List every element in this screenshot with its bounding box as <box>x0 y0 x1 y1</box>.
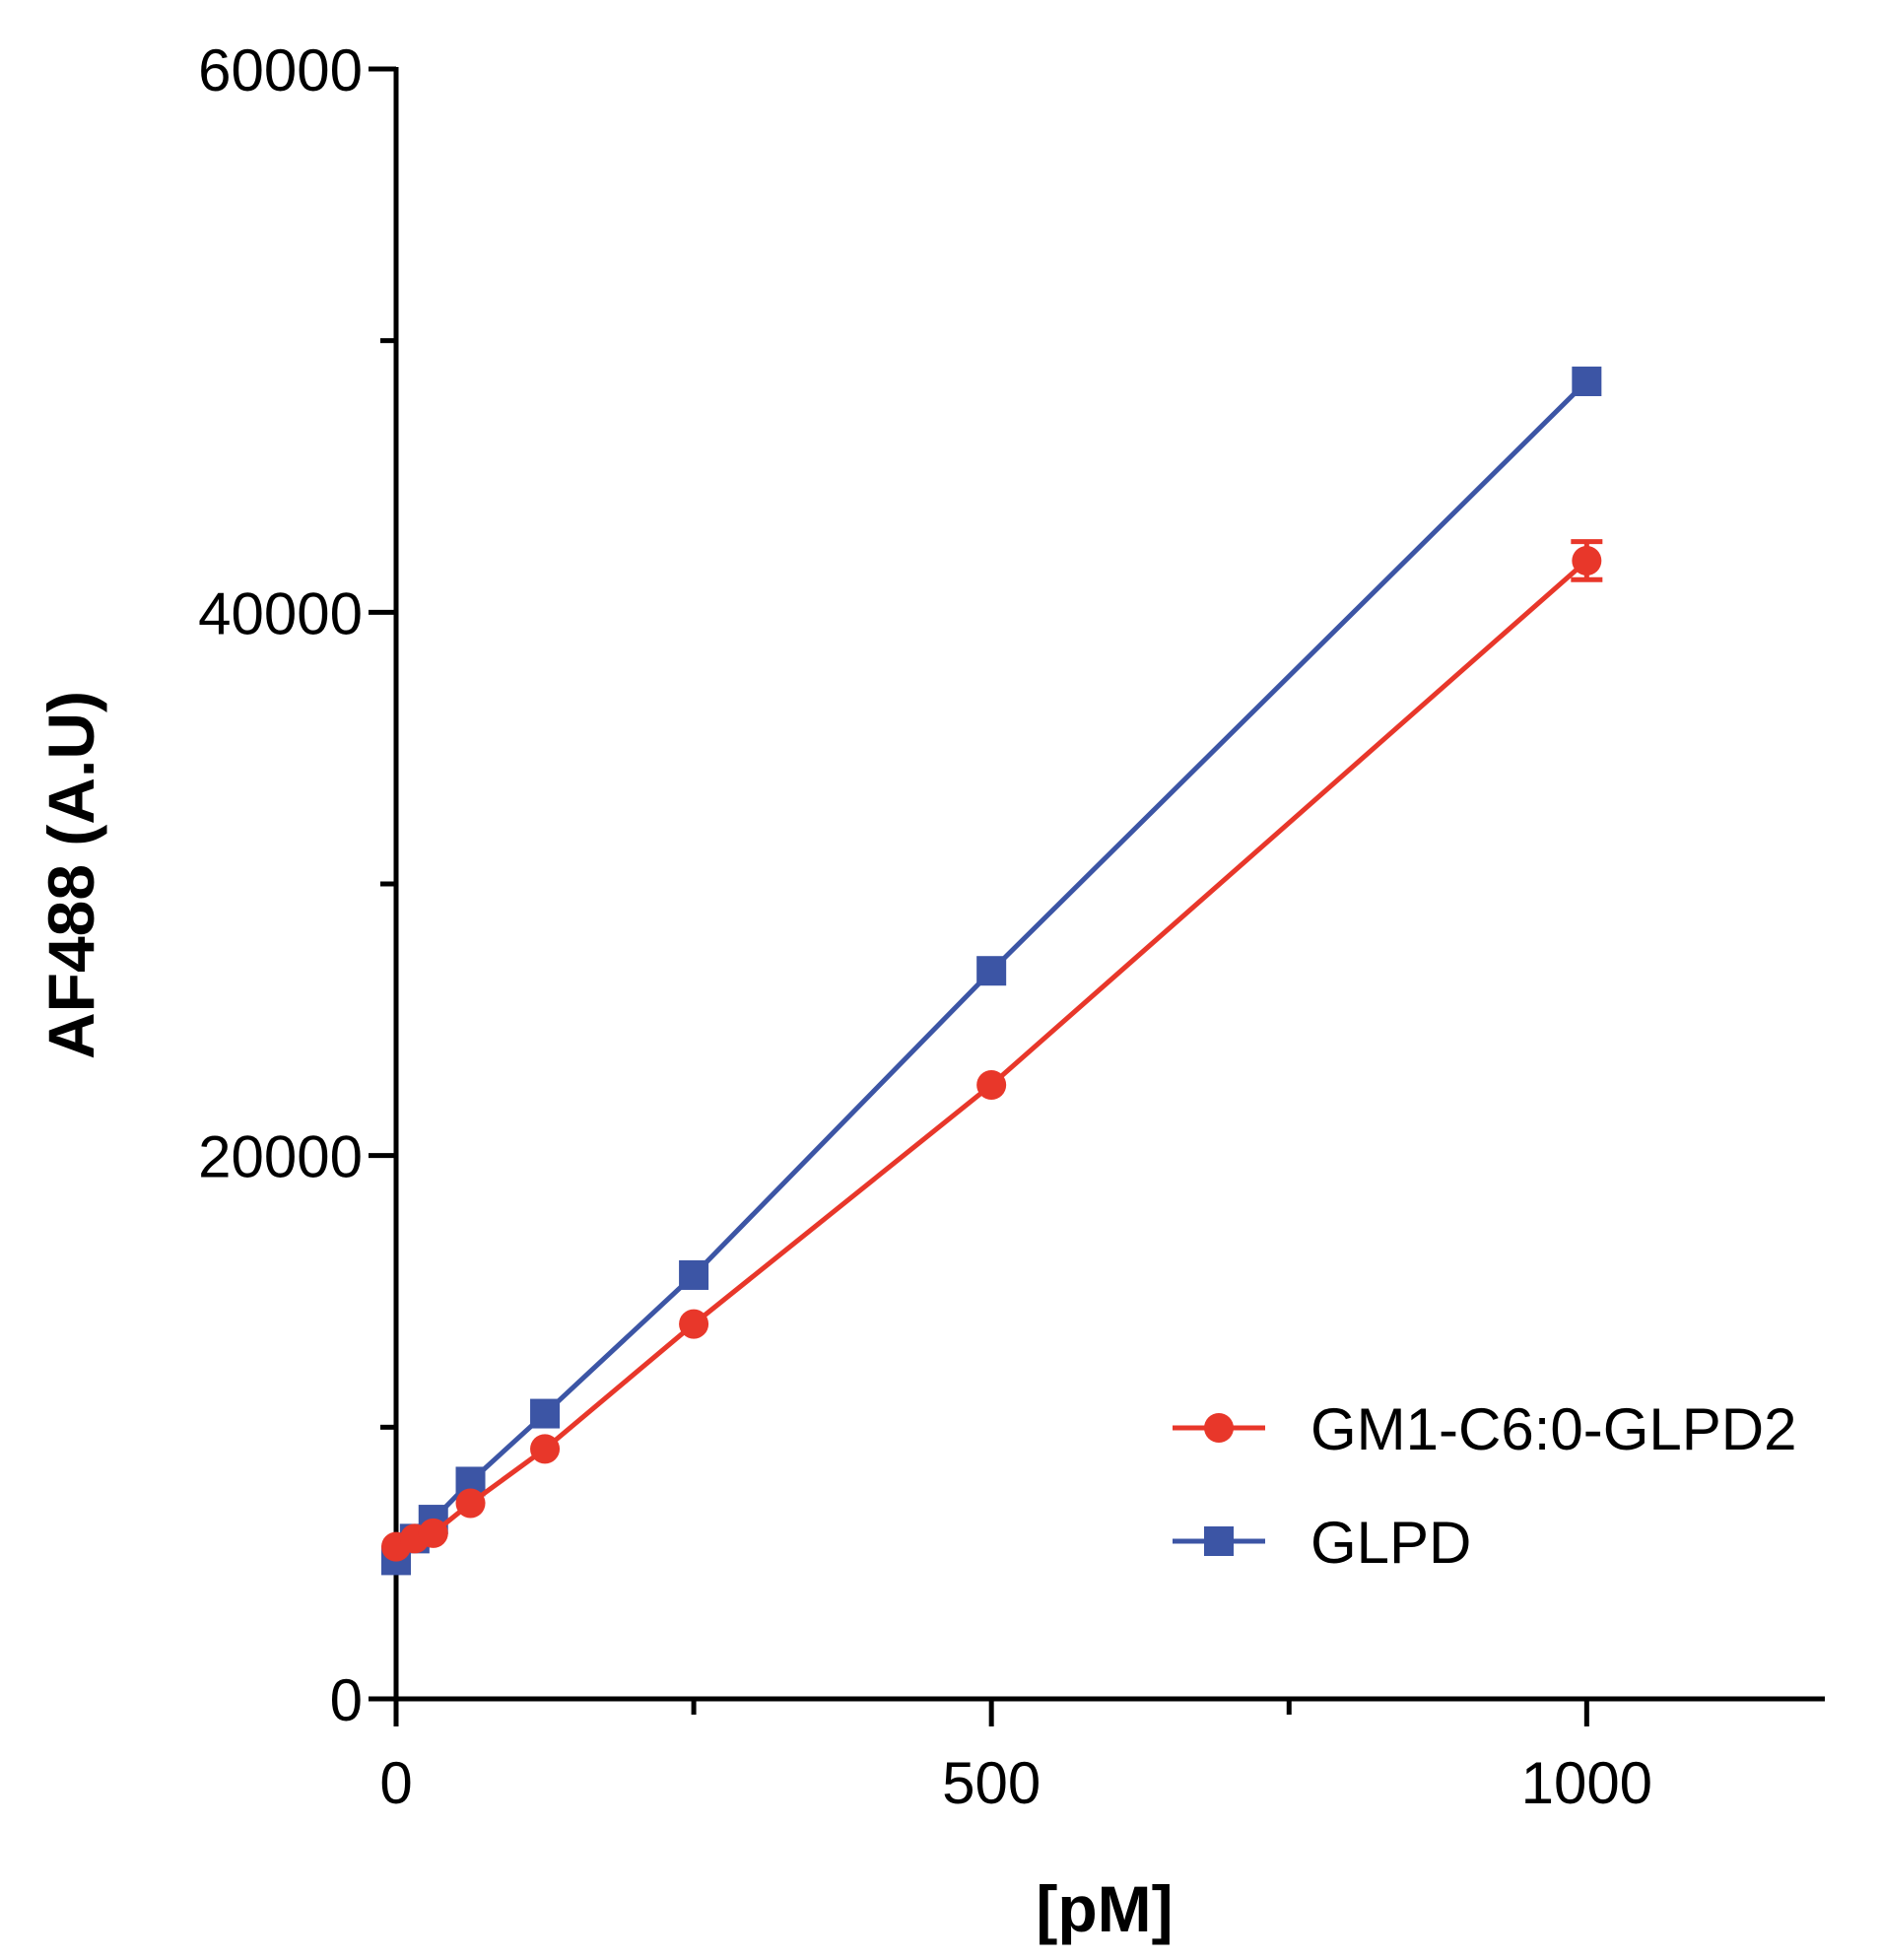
legend-label: GLPD <box>1310 1510 1471 1576</box>
legend-label: GM1-C6:0-GLPD2 <box>1310 1396 1796 1462</box>
x-tick-label: 0 <box>379 1750 412 1816</box>
legend-marker-square <box>1204 1526 1234 1556</box>
y-axis-title: AF488 (A.U) <box>34 691 107 1059</box>
x-tick-label: 1000 <box>1521 1750 1652 1816</box>
data-point-circle <box>976 1069 1007 1100</box>
legend-item: GLPD <box>1173 1510 1471 1576</box>
series-gm1-c6-0-glpd2 <box>381 539 1603 1562</box>
data-point-circle <box>418 1518 448 1548</box>
legend: GM1-C6:0-GLPD2 GLPD <box>1173 1396 1796 1576</box>
data-point-square <box>976 956 1007 986</box>
y-tick-label: 60000 <box>198 37 363 103</box>
plot-series <box>381 367 1603 1576</box>
data-point-circle <box>530 1434 561 1464</box>
legend-marker-circle <box>1204 1413 1234 1443</box>
x-axis-title: [pM] <box>1036 1872 1173 1945</box>
x-tick-label: 500 <box>942 1750 1041 1816</box>
y-tick-label: 0 <box>330 1667 363 1733</box>
legend-item: GM1-C6:0-GLPD2 <box>1173 1396 1796 1462</box>
y-tick-label: 40000 <box>198 580 363 646</box>
data-point-circle <box>455 1488 486 1519</box>
data-point-circle <box>1572 545 1602 575</box>
y-tick-label: 20000 <box>198 1124 363 1190</box>
data-point-square <box>1572 367 1602 397</box>
axes: 0 20000 40000 60000 0 500 1000 <box>198 37 1825 1816</box>
data-point-square <box>530 1398 561 1429</box>
data-point-circle <box>679 1309 709 1339</box>
series-glpd <box>381 367 1602 1576</box>
data-point-square <box>679 1259 709 1290</box>
